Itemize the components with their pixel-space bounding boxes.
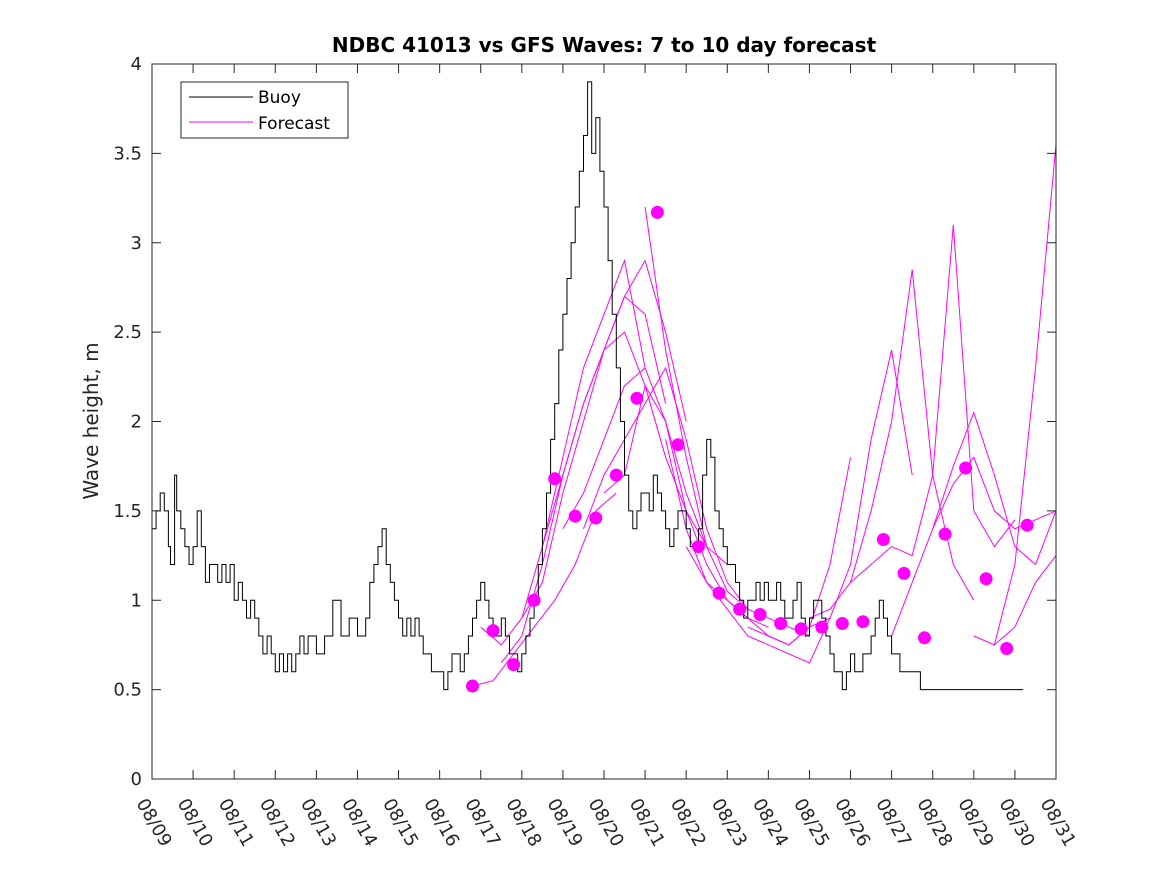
legend-forecast-label: Forecast	[258, 114, 330, 134]
y-axis-label: Wave height, m	[79, 342, 103, 499]
forecast-marker	[609, 468, 623, 482]
y-tick-label: 0	[131, 769, 142, 790]
forecast-run-line-5	[541, 331, 708, 547]
y-tick-label: 0.5	[113, 680, 142, 701]
forecast-marker	[1000, 642, 1014, 655]
forecast-marker	[548, 472, 562, 486]
forecast-markers	[466, 205, 1034, 693]
y-tick-label: 3.5	[113, 143, 142, 164]
forecast-marker	[568, 509, 582, 523]
forecast-marker	[938, 527, 952, 541]
forecast-marker	[794, 622, 808, 636]
forecast-marker	[507, 658, 521, 672]
forecast-marker	[856, 615, 870, 629]
y-tick-label: 1.5	[113, 501, 142, 522]
forecast-marker	[527, 593, 541, 607]
buoy-line	[152, 81, 1024, 691]
forecast-marker	[774, 617, 788, 630]
forecast-run-line-15	[891, 411, 1057, 637]
forecast-marker	[1020, 518, 1034, 532]
forecast-marker	[630, 391, 644, 405]
chart-title: NDBC 41013 vs GFS Waves: 7 to 10 day for…	[332, 33, 877, 57]
forecast-marker	[466, 679, 479, 693]
forecast-marker	[876, 533, 890, 546]
forecast-marker	[486, 624, 500, 638]
forecast-marker	[918, 631, 931, 645]
forecast-marker	[712, 586, 726, 600]
forecast-marker	[897, 566, 911, 580]
forecast-run-line-18	[994, 555, 1057, 646]
forecast-marker	[589, 511, 603, 525]
forecast-run-line-17	[973, 144, 1057, 646]
forecast-marker	[815, 620, 829, 634]
buoy-line-group	[152, 81, 1024, 691]
plot-data-layer	[152, 81, 1057, 693]
y-tick-label: 4	[131, 54, 142, 75]
legend: Buoy Forecast	[180, 81, 349, 139]
forecast-marker	[671, 438, 685, 452]
forecast-marker	[959, 461, 973, 475]
forecast-run-line-16	[932, 456, 1057, 530]
y-tick-label: 1	[131, 590, 142, 611]
y-tick-label: 2.5	[113, 322, 142, 343]
forecast-marker	[650, 205, 664, 219]
forecast-marker	[835, 617, 849, 630]
forecast-run-line-14	[850, 224, 1016, 583]
forecast-marker	[979, 572, 993, 586]
forecast-run-line-7	[583, 366, 749, 610]
forecast-run-line-12	[747, 349, 913, 646]
forecast-marker	[733, 602, 747, 616]
forecast-marker	[753, 608, 767, 621]
legend-box	[180, 81, 349, 139]
forecast-marker	[692, 540, 705, 554]
y-axis: 0 0.5 1 1.5 2 2.5 3 3.5 4	[113, 54, 1056, 790]
legend-buoy-label: Buoy	[258, 88, 301, 108]
y-tick-label: 3	[131, 233, 142, 254]
y-tick-label: 2	[131, 412, 142, 433]
